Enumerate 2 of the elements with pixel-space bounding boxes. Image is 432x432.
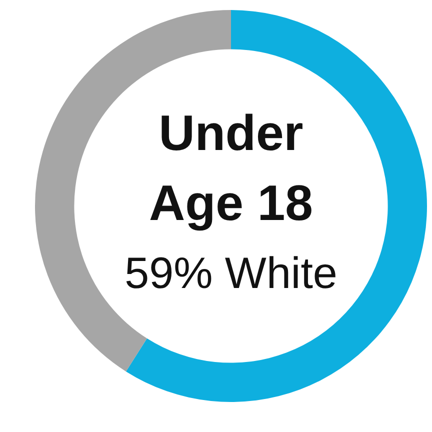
text: 59% White (124, 249, 338, 298)
text: Under Age 18 (149, 104, 313, 231)
